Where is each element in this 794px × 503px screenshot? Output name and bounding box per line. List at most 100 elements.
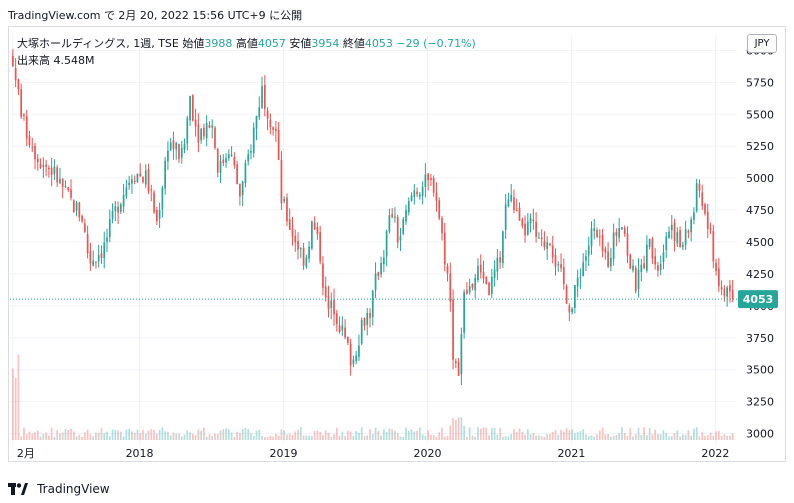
candle-body [693,212,695,220]
volume-bar [360,427,363,440]
candle-body [377,272,380,277]
volume-bar [75,436,78,440]
volume-bar [399,436,402,440]
candle-body [391,214,394,218]
candle-body [543,240,546,248]
volume-bar [164,431,167,440]
candle-body [679,230,681,248]
volume-bar [308,435,310,440]
volume-bar [610,436,612,440]
currency-button[interactable]: JPY [747,34,777,53]
volume-bar [673,433,676,440]
candle-body [723,289,726,296]
candle-body [521,219,524,226]
candle-body [355,355,358,362]
candle-body [681,244,684,247]
candle-body [610,257,612,267]
candle-body [128,182,131,186]
candle-body [571,308,573,313]
tradingview-logo-icon [8,482,28,495]
volume-bar [463,425,465,440]
candle-body [496,257,499,272]
candle-body [665,236,668,250]
y-tick-label: 3750 [746,332,774,345]
volume-bar [524,434,526,440]
candle-body [239,183,241,197]
candle-body [421,186,424,197]
volume-bar [416,430,418,440]
volume-bar [601,427,604,440]
y-tick-label: 3000 [746,428,774,441]
candle-body [695,183,698,211]
price-candles[interactable] [12,49,734,385]
volume-bar [621,427,623,440]
volume-bar [369,429,371,440]
candle-body [731,289,734,300]
candle-body [413,190,416,197]
candle-body [648,238,651,248]
time-axis[interactable]: 2月 2018 2019 2020 2021 2022 [17,447,730,460]
candle-body [136,173,139,183]
volume-bar [263,436,266,440]
candle-body [291,228,294,237]
candle-body [299,247,302,250]
candle-body [502,231,504,264]
volume-bar [430,434,432,440]
candle-body [363,318,366,326]
candle-body [430,178,432,180]
candle-body [651,238,654,259]
volume-bar [454,419,457,440]
candle-body [106,237,108,242]
volume-bar [272,436,274,440]
candle-body [615,231,618,236]
volume-bar [153,429,155,440]
candle-body [167,150,169,162]
y-tick-label: 4500 [746,236,774,249]
candle-body [144,170,147,185]
volume-bar [297,429,299,440]
volume-bar [418,427,421,440]
candle-body [562,267,565,285]
candle-body [100,253,103,259]
candle-body [640,264,643,272]
candle-body [729,285,731,292]
candle-body [150,189,153,191]
symbol-info[interactable]: 大塚ホールディングス, 1週, TSE [17,37,179,50]
candle-body [706,211,709,229]
candle-body [438,200,441,219]
candle-body [344,327,346,338]
y-tick-label: 3500 [746,364,774,377]
volume-bar [388,428,391,440]
volume-bar [25,434,28,440]
candle-body [153,192,155,213]
volume-bar [338,435,341,440]
candle-body [225,158,227,163]
candle-body [12,55,14,66]
candle-body [142,176,144,183]
volume-bar [158,429,161,440]
candle-body [587,245,590,256]
volume-bar [507,436,510,440]
volume-bar [106,431,108,440]
volume-bar [36,430,39,440]
candle-body [338,325,341,333]
footer-brand[interactable]: TradingView [8,478,110,496]
candle-body [388,215,391,232]
volume-bar [344,435,346,440]
volume-bar [394,430,396,440]
candle-body [311,221,313,249]
volume-bar [291,434,294,440]
candle-body [280,159,283,204]
volume-bar [366,435,369,440]
candle-body [712,230,715,262]
high-label: 高値 [235,37,258,50]
volume-bar [252,436,255,440]
candle-body [546,242,549,249]
price-axis[interactable]: 6000575055005250500047504500425040003750… [746,44,774,440]
volume-bar [485,427,488,440]
volume-bar [114,429,117,440]
last-price-badge [738,290,778,309]
candle-body [477,265,479,280]
volume-bar [167,431,169,440]
